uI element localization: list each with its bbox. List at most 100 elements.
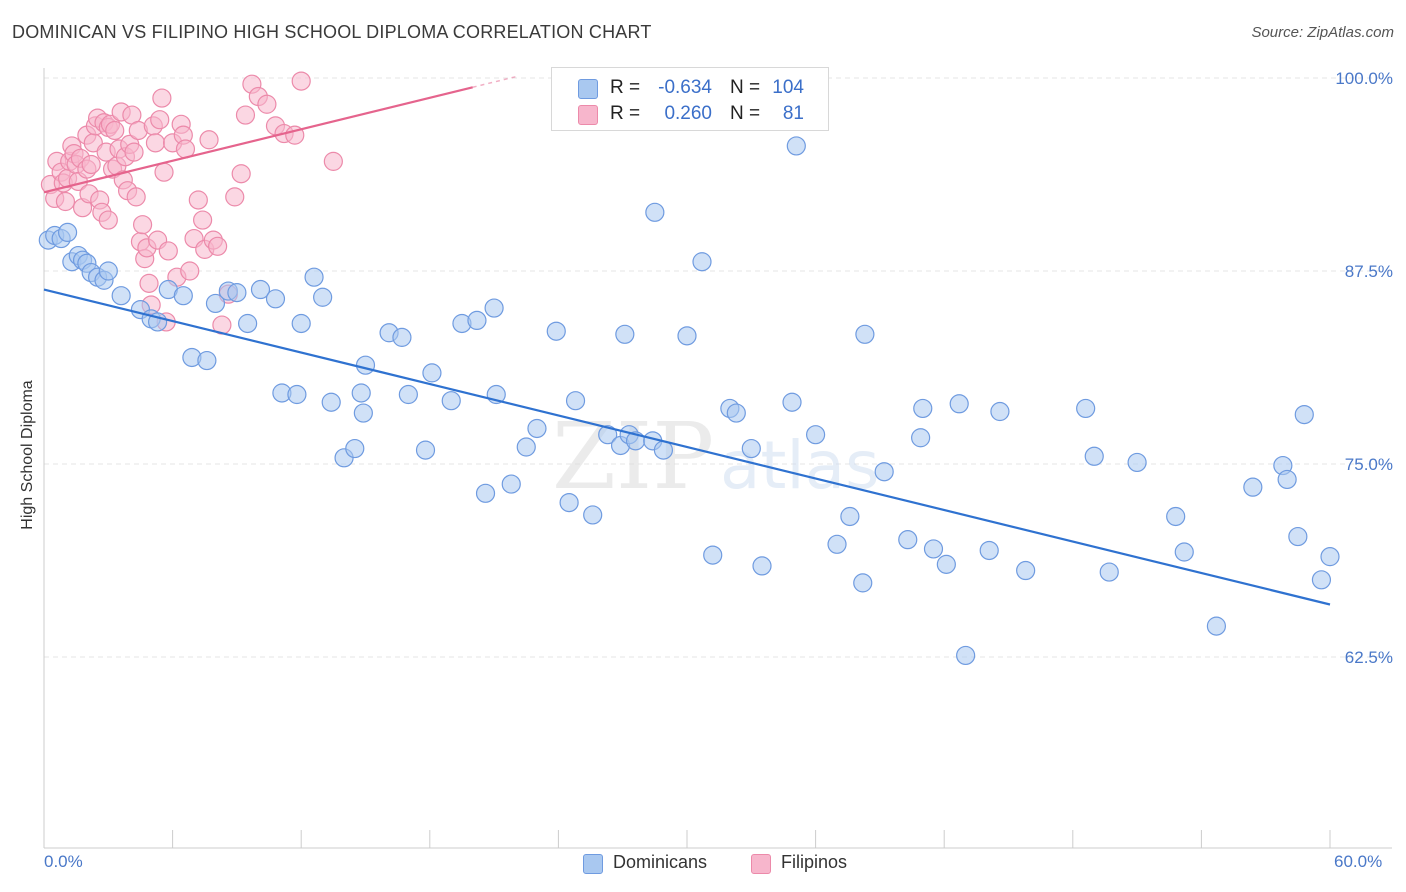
dominican-point [1166,506,1186,527]
dominican-point [692,252,712,272]
dominican-point [1084,446,1104,466]
dominican-point [501,474,521,494]
dominican-point [677,326,697,346]
stats-n-label: N = [730,77,761,98]
y-tick-label: 100.0% [1335,69,1393,88]
dominican-point [827,534,847,554]
dominican-point [398,384,418,405]
filipino-point [105,120,125,141]
dominican-point [321,392,341,412]
dominican-point [1294,404,1314,425]
dominican-point [313,287,333,307]
filipino-point [225,187,245,207]
dominican-point [265,289,286,309]
dominican-point [392,327,412,347]
dominican-point [874,462,894,482]
y-tick-label: 87.5% [1345,262,1393,281]
dominican-point [57,222,78,242]
watermark: ZIP atlas [552,403,880,510]
stats-r-value: -0.634 [658,77,712,98]
dominican-point [291,313,311,334]
dominican-point [855,324,875,344]
stats-swatch-blue [578,79,598,99]
filipino-point [154,162,174,182]
dominican-point [911,428,931,448]
dominican-point [598,425,618,445]
stats-r-label: R = [610,103,641,124]
filipino-point [81,154,101,175]
dominican-point [1206,616,1227,636]
filipino-point [150,110,170,130]
dominican-point [287,384,307,405]
dominican-point [853,573,873,593]
dominican-point [949,394,969,414]
dominican-point [805,425,826,445]
dominican-point [546,321,566,341]
dominican-point [752,556,772,576]
legend-label: Filipinos [781,852,848,872]
dominican-point [1277,469,1297,490]
stats-swatch-pink [578,105,598,125]
dominican-point [345,438,365,459]
dominican-point [1076,398,1096,419]
dominican-point [205,293,226,314]
dominican-point [913,398,933,419]
chart-source: Source: ZipAtlas.com [1251,24,1394,41]
x-tick-label-max: 60.0% [1334,852,1383,871]
legend-label: Dominicans [613,852,708,872]
dominican-point [111,286,131,306]
dominican-point [1016,560,1036,581]
stats-box: R = -0.634 N = 104 R = 0.260 N = 81 [551,67,829,131]
dominican-point [527,418,547,439]
dominican-point [898,530,918,550]
dominican-point [956,645,976,666]
dominican-point [782,392,802,412]
dominican-point [467,310,487,331]
dominican-point [936,554,956,574]
dominican-point [1288,526,1308,547]
dominican-point [741,438,761,459]
dominican-point [565,391,586,411]
filipino-point [193,210,213,230]
dominican-point [475,483,496,503]
filipinos-trend-line [43,86,473,194]
filipino-point [55,191,76,212]
chart-title: DOMINICAN VS FILIPINO HIGH SCHOOL DIPLOM… [12,22,652,42]
dominican-point [786,136,806,156]
trend-lines [43,76,1331,606]
dominican-point [227,283,247,303]
dominican-point [583,505,603,525]
filipino-point [145,133,166,153]
dominican-point [1320,547,1340,567]
stats-row-dominicans: R = -0.634 N = 104 [552,77,828,101]
legend-swatch-pink [751,854,771,874]
watermark-atlas: atlas [720,427,880,504]
dominican-point [615,324,635,344]
filipino-point [291,71,311,91]
stats-n-value: 104 [772,77,804,98]
dominican-point [990,401,1010,422]
dominican-point [484,298,504,318]
dominican-point [415,440,436,460]
filipino-point [235,105,256,125]
x-tick-label-min: 0.0% [44,852,83,871]
dominican-point [1311,570,1332,590]
y-tick-label: 62.5% [1345,648,1393,667]
stats-n-value: 81 [782,103,804,124]
dominican-point [422,363,442,383]
dominican-point [559,493,579,513]
filipino-point [124,142,144,162]
dominican-point [703,545,723,565]
filipino-point [323,151,343,171]
dominican-point [238,313,258,334]
y-tick-label: 75.0% [1345,455,1393,474]
filipino-point [188,190,208,210]
filipino-point [132,215,153,235]
dominicans-trend-line [43,288,1331,606]
filipino-point [208,236,228,256]
filipino-point [152,88,172,108]
dominican-point [726,403,746,423]
dominicans-points [38,74,1340,666]
filipino-point [199,130,219,150]
